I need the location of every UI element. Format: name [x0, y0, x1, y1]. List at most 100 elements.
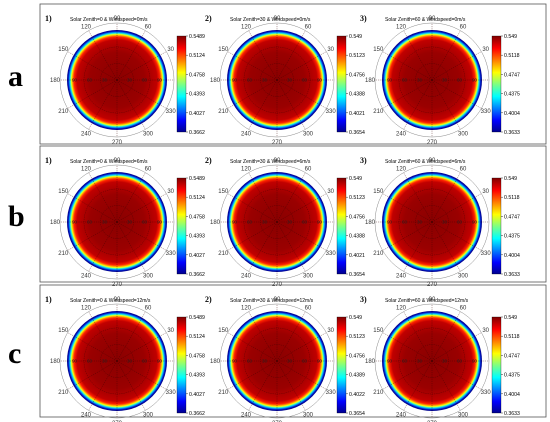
colorbar-tick-label: 0.4756: [349, 353, 365, 359]
grid-spoke: [116, 30, 146, 81]
grid-spoke: [276, 360, 327, 390]
grid-spoke: [431, 79, 482, 109]
angle-tick-label: 180: [365, 359, 376, 365]
angle-tick-label: 330: [481, 109, 492, 115]
colorbar-tick-label: 0.5489: [189, 315, 205, 321]
colorbar: [176, 316, 187, 414]
grid-spoke: [276, 51, 327, 81]
colorbar-tick-label: 0.4027: [189, 111, 205, 117]
colorbar-tick-label: 0.4388: [349, 92, 365, 98]
outer-grid-ring: [219, 22, 335, 138]
colorbar-tick-label: 0.549: [504, 34, 517, 40]
grid-ring: [398, 46, 466, 114]
colorbar-tick-label: 0.5489: [189, 34, 205, 40]
radial-tick-label: 60: [457, 359, 463, 364]
grid-spoke: [403, 172, 433, 223]
colorbar: [336, 35, 347, 133]
angle-tick-label: 210: [58, 109, 69, 115]
grid-ring: [83, 188, 151, 256]
grid-ring: [83, 46, 151, 114]
radial-tick-label: 90: [157, 220, 163, 225]
colorbar-tick-label: 0.5124: [189, 334, 205, 340]
angle-tick-label: 240: [241, 274, 252, 280]
outer-grid-ring: [219, 303, 335, 419]
angle-tick-label: 240: [241, 132, 252, 138]
angle-tick-label: 90: [429, 297, 436, 303]
radial-tick-label: 60: [142, 78, 148, 83]
colorbar-tick-label: 0.4756: [349, 214, 365, 220]
grid-spoke: [403, 79, 433, 130]
polar-panel: 2) Solar Zenith=30 & Windspeed=12m/s 30 30 6…: [205, 295, 365, 422]
polar-panel: 3) Solar Zenith=60 & Windspeed=12m/s 30 30 6…: [360, 295, 520, 422]
grid-spoke: [276, 221, 306, 272]
angle-tick-label: 30: [482, 47, 489, 53]
angle-tick-label: 120: [396, 166, 407, 172]
colorbar-tick-label: 0.5124: [189, 195, 205, 201]
grid-spoke: [431, 51, 482, 81]
panel-number: 2): [205, 14, 212, 23]
angle-tick-label: 60: [305, 166, 312, 172]
angle-tick-label: 300: [143, 132, 154, 138]
angle-tick-label: 330: [166, 251, 177, 257]
polar-panel: 3) Solar Zenith=60 & Windspeed=0m/s 30 30 60…: [360, 14, 520, 146]
angle-tick-label: 150: [218, 47, 229, 53]
angle-tick-label: 300: [303, 132, 314, 138]
row-letters: a b c: [8, 60, 25, 370]
outer-grid-ring: [59, 22, 175, 138]
panel-title: Solar Zenith=30 & Windspeed=12m/s: [230, 298, 314, 304]
radial-tick-label: 90: [317, 78, 323, 83]
angle-tick-label: 270: [427, 140, 438, 146]
colorbar-tick-label: 0.549: [504, 176, 517, 182]
angle-tick-label: 240: [241, 413, 252, 419]
angle-tick-label: 150: [373, 328, 384, 334]
grid-ring: [243, 46, 311, 114]
colorbar-tick-label: 0.4393: [189, 234, 205, 240]
angle-tick-label: 300: [143, 274, 154, 280]
colorbar-tick-label: 0.4027: [189, 253, 205, 259]
colorbar-tick-label: 0.5118: [504, 334, 520, 340]
radial-tick-label: 60: [142, 359, 148, 364]
colorbar-tick-label: 0.3654: [349, 411, 365, 417]
grid-spoke: [431, 193, 482, 223]
colorbar-tick-label: 0.549: [349, 34, 362, 40]
outer-grid-ring: [374, 303, 490, 419]
angle-tick-label: 180: [210, 359, 221, 365]
outer-grid-ring: [219, 164, 335, 280]
radial-tick-label: 30: [262, 359, 268, 364]
colorbar-tick-label: 0.3654: [349, 130, 365, 136]
radial-tick-label: 90: [387, 78, 393, 83]
row-frame-a: [39, 3, 547, 145]
grid-ring: [415, 63, 449, 97]
colorbar-tick-label: 0.3633: [504, 411, 520, 417]
radial-tick-label: 30: [102, 78, 108, 83]
outer-grid-ring: [59, 164, 175, 280]
angle-tick-label: 330: [326, 390, 337, 396]
colorbar-tick-label: 0.3633: [504, 272, 520, 278]
colorbar-tick-label: 0.4758: [189, 214, 205, 220]
radial-tick-label: 90: [317, 220, 323, 225]
radial-tick-label: 30: [442, 359, 448, 364]
radial-tick-label: 90: [472, 359, 478, 364]
colorbar-tick-label: 0.5123: [349, 334, 365, 340]
angle-tick-label: 330: [166, 109, 177, 115]
radial-tick-label: 90: [387, 220, 393, 225]
colorbar: [176, 35, 187, 133]
colorbar-tick-label: 0.549: [349, 176, 362, 182]
angle-tick-label: 300: [458, 274, 469, 280]
radial-tick-label: 60: [302, 359, 308, 364]
radial-tick-label: 30: [262, 78, 268, 83]
radial-tick-label: 30: [417, 220, 423, 225]
colorbar: [176, 177, 187, 275]
colorbar-tick-label: 0.4004: [504, 111, 520, 117]
angle-tick-label: 150: [373, 47, 384, 53]
grid-spoke: [431, 360, 482, 390]
angle-tick-label: 300: [143, 413, 154, 419]
grid-spoke: [88, 30, 118, 81]
colorbar: [336, 316, 347, 414]
radial-tick-label: 60: [457, 220, 463, 225]
angle-tick-label: 210: [218, 109, 229, 115]
radial-tick-label: 90: [232, 359, 238, 364]
angle-tick-label: 240: [81, 274, 92, 280]
grid-spoke: [431, 172, 461, 223]
colorbar-tick-label: 0.4758: [189, 353, 205, 359]
